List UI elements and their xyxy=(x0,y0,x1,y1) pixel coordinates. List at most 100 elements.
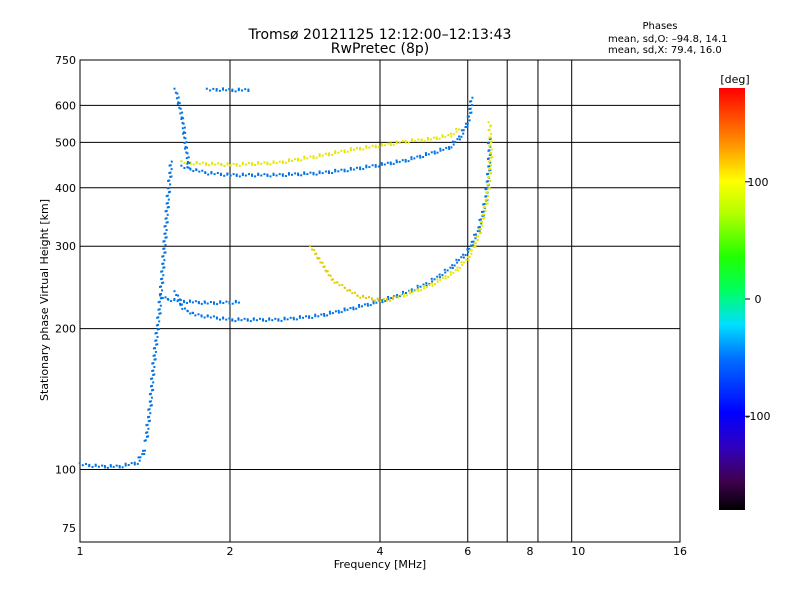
trace-0-mark-3 xyxy=(88,465,91,468)
trace-0-mark-4 xyxy=(88,463,91,466)
trace-5-mark-123 xyxy=(448,146,450,149)
trace-2-mark-48 xyxy=(268,318,271,321)
trace-3-mark-18 xyxy=(330,278,333,281)
trace-8-mark-14 xyxy=(188,299,191,302)
trace-4-mark-74 xyxy=(486,183,489,186)
trace-4-mark-15 xyxy=(425,286,428,289)
trace-5-mark-11 xyxy=(204,171,207,174)
trace-6-mark-105 xyxy=(411,138,413,141)
trace-4-mark-8 xyxy=(411,291,414,294)
trace-2-mark-11 xyxy=(186,309,189,312)
trace-5-mark-45 xyxy=(281,174,284,177)
trace-6-mark-5 xyxy=(192,163,195,166)
trace-3-mark-10 xyxy=(323,265,326,268)
trace-5-mark-23 xyxy=(232,173,235,176)
trace-7-mark-4 xyxy=(175,97,178,100)
trace-2-mark-187 xyxy=(488,165,491,168)
trace-4-mark-4 xyxy=(402,293,405,296)
trace-6-mark-6 xyxy=(195,162,198,165)
trace-1-mark-103 xyxy=(165,217,168,220)
trace-9-mark-1 xyxy=(209,89,212,92)
trace-8-mark-1 xyxy=(161,297,164,299)
trace-5-mark-40 xyxy=(269,175,272,178)
trace-1-mark-9 xyxy=(147,420,150,423)
trace-2-mark-134 xyxy=(446,269,449,272)
trace-5-mark-13 xyxy=(210,172,213,175)
trace-3-mark-2 xyxy=(313,249,316,251)
trace-2-mark-140 xyxy=(455,258,458,261)
trace-2-mark-82 xyxy=(340,311,343,314)
trace-1-mark-71 xyxy=(160,285,162,288)
trace-2-mark-97 xyxy=(372,302,375,305)
trace-5-mark-39 xyxy=(266,173,269,176)
trace-1-mark-52 xyxy=(157,328,160,330)
trace-4-mark-67 xyxy=(484,198,487,201)
trace-9-mark-5 xyxy=(218,89,221,92)
trace-1-mark-39 xyxy=(152,354,155,357)
trace-1-mark-76 xyxy=(162,274,165,277)
trace-2-mark-168 xyxy=(482,203,485,206)
trace-3-mark-4 xyxy=(314,253,317,256)
colorbar-tick-1: 0 xyxy=(755,293,762,306)
trace-5-mark-138 xyxy=(466,122,469,125)
trace-0-mark-10 xyxy=(104,466,107,469)
trace-2-mark-176 xyxy=(485,187,488,190)
trace-2-mark-35 xyxy=(237,317,240,320)
trace-1-mark-3 xyxy=(147,435,150,438)
trace-8-mark-25 xyxy=(213,301,215,304)
trace-5-mark-89 xyxy=(377,165,380,168)
trace-2-mark-91 xyxy=(358,304,360,306)
trace-4-mark-21 xyxy=(436,278,439,281)
trace-2-mark-54 xyxy=(280,319,283,322)
trace-4-mark-86 xyxy=(490,156,492,159)
trace-1-mark-43 xyxy=(154,347,156,350)
trace-5-mark-98 xyxy=(395,159,398,162)
trace-3-mark-15 xyxy=(327,274,330,277)
trace-9-mark-15 xyxy=(241,89,243,92)
trace-5-mark-122 xyxy=(448,148,451,150)
trace-2-mark-190 xyxy=(487,157,490,160)
trace-1-mark-72 xyxy=(161,282,164,284)
trace-6-mark-64 xyxy=(321,154,324,157)
trace-2-mark-94 xyxy=(366,304,369,307)
trace-5-mark-30 xyxy=(248,173,250,176)
trace-7-mark-29 xyxy=(185,151,188,154)
trace-8-mark-17 xyxy=(197,302,200,305)
trace-2-mark-52 xyxy=(277,319,280,322)
trace-5-mark-117 xyxy=(436,151,439,154)
trace-5-mark-80 xyxy=(359,168,362,171)
trace-2-mark-169 xyxy=(483,203,486,205)
trace-9-mark-12 xyxy=(234,90,237,93)
trace-6-mark-15 xyxy=(214,163,217,166)
trace-2-mark-107 xyxy=(393,295,396,297)
trace-1-mark-74 xyxy=(160,278,163,281)
trace-8-mark-10 xyxy=(183,301,186,304)
trace-5-mark-7 xyxy=(195,168,198,171)
trace-2-mark-183 xyxy=(487,172,490,175)
trace-2-mark-106 xyxy=(390,297,393,300)
trace-4-mark-70 xyxy=(485,191,488,194)
trace-9-mark-7 xyxy=(222,87,224,90)
trace-2-mark-119 xyxy=(416,284,419,287)
trace-7-mark-12 xyxy=(180,116,183,119)
trace-0-mark-32 xyxy=(142,449,144,452)
trace-2-mark-173 xyxy=(485,195,488,198)
trace-1-mark-35 xyxy=(151,362,154,365)
trace-2-mark-43 xyxy=(255,319,258,322)
chart-title: Tromsø 20121125 12:12:00–12:13:43 xyxy=(248,27,512,43)
trace-5-mark-84 xyxy=(365,164,368,167)
trace-5-mark-124 xyxy=(450,146,453,149)
trace-5-mark-49 xyxy=(287,172,290,175)
trace-2-mark-142 xyxy=(460,256,463,259)
trace-7-mark-36 xyxy=(187,166,190,169)
trace-6-mark-21 xyxy=(226,162,229,165)
trace-5-mark-32 xyxy=(251,173,253,176)
trace-5-mark-59 xyxy=(312,173,315,176)
trace-2-mark-33 xyxy=(234,320,237,323)
trace-2-mark-93 xyxy=(363,303,366,306)
trace-4-mark-27 xyxy=(449,273,452,276)
trace-2-mark-123 xyxy=(425,282,428,285)
trace-2-mark-65 xyxy=(305,315,307,318)
trace-6-mark-120 xyxy=(444,135,447,138)
